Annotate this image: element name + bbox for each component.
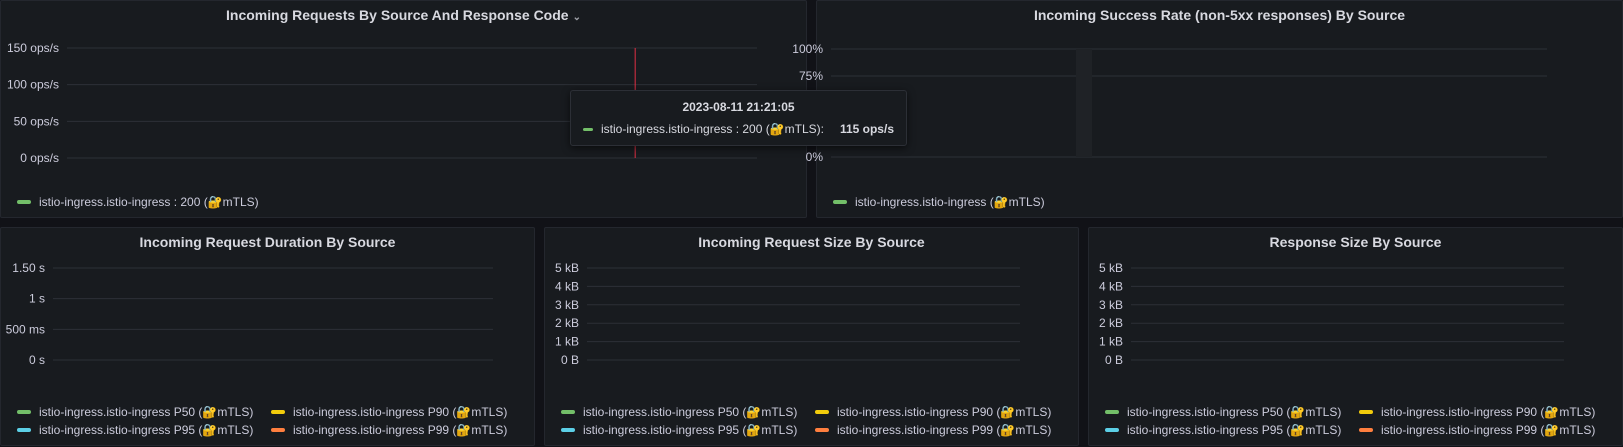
legend-label: istio-ingress.istio-ingress : 200 (🔐mTLS… [39, 195, 259, 209]
series-swatch [1359, 410, 1373, 414]
legend-label: istio-ingress.istio-ingress P95 (🔐mTLS) [583, 423, 798, 437]
legend-item[interactable]: istio-ingress.istio-ingress P95 (🔐mTLS) [561, 423, 797, 437]
legend-label: istio-ingress.istio-ingress (🔐mTLS) [855, 195, 1045, 209]
panel-title[interactable]: Incoming Requests By Source And Response… [226, 7, 581, 23]
y-tick-label: 1 kB [555, 335, 579, 349]
legend-label: istio-ingress.istio-ingress P90 (🔐mTLS) [837, 405, 1052, 419]
tooltip-time: 2023-08-11 21:21:05 [682, 100, 795, 114]
panel-title[interactable]: Incoming Request Size By Source [698, 234, 925, 250]
chevron-down-icon[interactable]: ⌄ [572, 12, 581, 23]
request-size-chart[interactable]: 5 kB4 kB3 kB2 kB1 kB0 B21:1221:1421:1621… [545, 228, 1080, 447]
y-tick-label: 0 ops/s [20, 151, 59, 165]
series-swatch [17, 410, 31, 414]
series-swatch [1359, 428, 1373, 432]
tooltip-row: istio-ingress.istio-ingress : 200 (🔐mTLS… [583, 122, 894, 136]
series-swatch [561, 428, 575, 432]
legend-item[interactable]: istio-ingress.istio-ingress (🔐mTLS) [833, 195, 1045, 209]
legend-item[interactable]: istio-ingress.istio-ingress P90 (🔐mTLS) [271, 405, 507, 419]
series-swatch [271, 428, 285, 432]
y-tick-label: 4 kB [1099, 279, 1123, 293]
y-tick-label: 100 ops/s [7, 78, 59, 92]
y-tick-label: 1.50 s [12, 261, 45, 275]
y-tick-label: 0% [806, 150, 824, 164]
series-swatch [815, 428, 829, 432]
y-tick-label: 1 kB [1099, 335, 1123, 349]
series-swatch [561, 410, 575, 414]
data-gap-band [1076, 49, 1092, 157]
y-tick-label: 1 s [29, 292, 45, 306]
response-size-chart[interactable]: 5 kB4 kB3 kB2 kB1 kB0 B21:1221:1421:1621… [1089, 228, 1623, 447]
y-tick-label: 150 ops/s [7, 41, 59, 55]
legend-item[interactable]: istio-ingress.istio-ingress P95 (🔐mTLS) [1105, 423, 1341, 437]
y-tick-label: 100% [792, 42, 823, 56]
y-tick-label: 4 kB [555, 279, 579, 293]
legend-item[interactable]: istio-ingress.istio-ingress P99 (🔐mTLS) [1359, 423, 1595, 437]
series-swatch [1105, 428, 1119, 432]
panel-success-rate: Incoming Success Rate (non-5xx responses… [792, 0, 1623, 219]
panel-title[interactable]: Incoming Success Rate (non-5xx responses… [1033, 7, 1406, 23]
legend-label: istio-ingress.istio-ingress P99 (🔐mTLS) [837, 423, 1052, 437]
panel-title[interactable]: Incoming Request Duration By Source [139, 234, 396, 250]
legend-item[interactable]: istio-ingress.istio-ingress P50 (🔐mTLS) [1105, 405, 1341, 419]
y-tick-label: 75% [799, 69, 823, 83]
panel-request-size: Incoming Request Size By Source 5 kB 4 kB… [544, 227, 1079, 446]
y-tick-label: 3 kB [1099, 298, 1123, 312]
legend-label: istio-ingress.istio-ingress P95 (🔐mTLS) [39, 423, 254, 437]
legend-label: istio-ingress.istio-ingress P90 (🔐mTLS) [293, 405, 508, 419]
y-tick-label: 2 kB [555, 316, 579, 330]
legend-item[interactable]: istio-ingress.istio-ingress P90 (🔐mTLS) [1359, 405, 1595, 419]
series-swatch [271, 410, 285, 414]
series-swatch [815, 410, 829, 414]
legend-label: istio-ingress.istio-ingress P50 (🔐mTLS) [1127, 405, 1342, 419]
y-tick-label: 2 kB [1099, 316, 1123, 330]
legend-label: istio-ingress.istio-ingress P50 (🔐mTLS) [583, 405, 798, 419]
tooltip-label: istio-ingress.istio-ingress : 200 (🔐mTLS… [601, 122, 825, 136]
series-swatch [583, 127, 593, 131]
y-tick-label: 500 ms [6, 322, 45, 336]
success-rate-chart[interactable]: 100%75%0%21:1221:1421:1621:1821:2021:222… [792, 1, 1623, 219]
legend-item[interactable]: istio-ingress.istio-ingress P50 (🔐mTLS) [17, 405, 253, 419]
legend-item[interactable]: istio-ingress.istio-ingress P95 (🔐mTLS) [17, 423, 253, 437]
y-tick-label: 0 B [561, 353, 579, 367]
panel-title[interactable]: Response Size By Source [1269, 234, 1442, 250]
hover-tooltip: 2023-08-11 21:21:05 istio-ingress.istio-… [570, 90, 907, 146]
panel-response-size: Response Size By Source 5 kB 4 kB 3 kB 2 kB… [1088, 227, 1623, 446]
series-swatch [1105, 410, 1119, 414]
y-tick-label: 5 kB [1099, 261, 1123, 275]
legend-label: istio-ingress.istio-ingress P90 (🔐mTLS) [1381, 405, 1596, 419]
legend-label: istio-ingress.istio-ingress P99 (🔐mTLS) [293, 423, 508, 437]
series-swatch [17, 200, 31, 204]
legend-label: istio-ingress.istio-ingress P95 (🔐mTLS) [1127, 423, 1342, 437]
y-tick-label: 5 kB [555, 261, 579, 275]
tooltip-value: 115 ops/s [839, 122, 894, 136]
series-swatch [833, 200, 847, 204]
legend-item[interactable]: istio-ingress.istio-ingress P50 (🔐mTLS) [561, 405, 797, 419]
y-tick-label: 3 kB [555, 298, 579, 312]
legend-item[interactable]: istio-ingress.istio-ingress P99 (🔐mTLS) [815, 423, 1051, 437]
legend-item[interactable]: istio-ingress.istio-ingress P99 (🔐mTLS) [271, 423, 507, 437]
panel-request-duration: Incoming Request Duration By Source 1.50… [0, 227, 535, 446]
legend-item[interactable]: istio-ingress.istio-ingress : 200 (🔐mTLS… [17, 195, 259, 209]
y-tick-label: 0 s [29, 353, 45, 367]
legend-item[interactable]: istio-ingress.istio-ingress P90 (🔐mTLS) [815, 405, 1051, 419]
y-tick-label: 0 B [1105, 353, 1123, 367]
legend-label: istio-ingress.istio-ingress P50 (🔐mTLS) [39, 405, 254, 419]
y-tick-label: 50 ops/s [14, 114, 59, 128]
series-swatch [17, 428, 31, 432]
legend-label: istio-ingress.istio-ingress P99 (🔐mTLS) [1381, 423, 1596, 437]
